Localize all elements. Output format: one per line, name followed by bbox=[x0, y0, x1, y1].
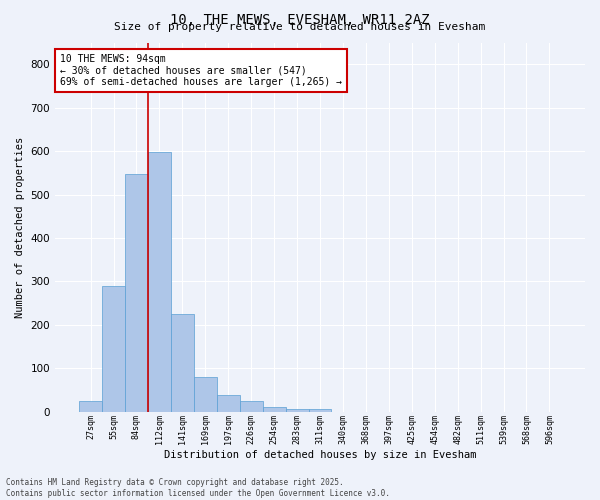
Bar bbox=[308, 410, 331, 412]
Text: 10, THE MEWS, EVESHAM, WR11 2AZ: 10, THE MEWS, EVESHAM, WR11 2AZ bbox=[170, 12, 430, 26]
X-axis label: Distribution of detached houses by size in Evesham: Distribution of detached houses by size … bbox=[164, 450, 476, 460]
Bar bbox=[125, 174, 148, 412]
Text: Contains HM Land Registry data © Crown copyright and database right 2025.
Contai: Contains HM Land Registry data © Crown c… bbox=[6, 478, 390, 498]
Text: 10 THE MEWS: 94sqm
← 30% of detached houses are smaller (547)
69% of semi-detach: 10 THE MEWS: 94sqm ← 30% of detached hou… bbox=[61, 54, 343, 87]
Bar bbox=[148, 152, 171, 412]
Bar bbox=[171, 314, 194, 412]
Text: Size of property relative to detached houses in Evesham: Size of property relative to detached ho… bbox=[115, 22, 485, 32]
Bar bbox=[263, 408, 286, 412]
Bar bbox=[217, 395, 240, 411]
Bar bbox=[240, 401, 263, 411]
Y-axis label: Number of detached properties: Number of detached properties bbox=[15, 136, 25, 318]
Bar bbox=[286, 408, 308, 412]
Bar bbox=[102, 286, 125, 412]
Bar bbox=[79, 401, 102, 411]
Bar bbox=[194, 377, 217, 412]
